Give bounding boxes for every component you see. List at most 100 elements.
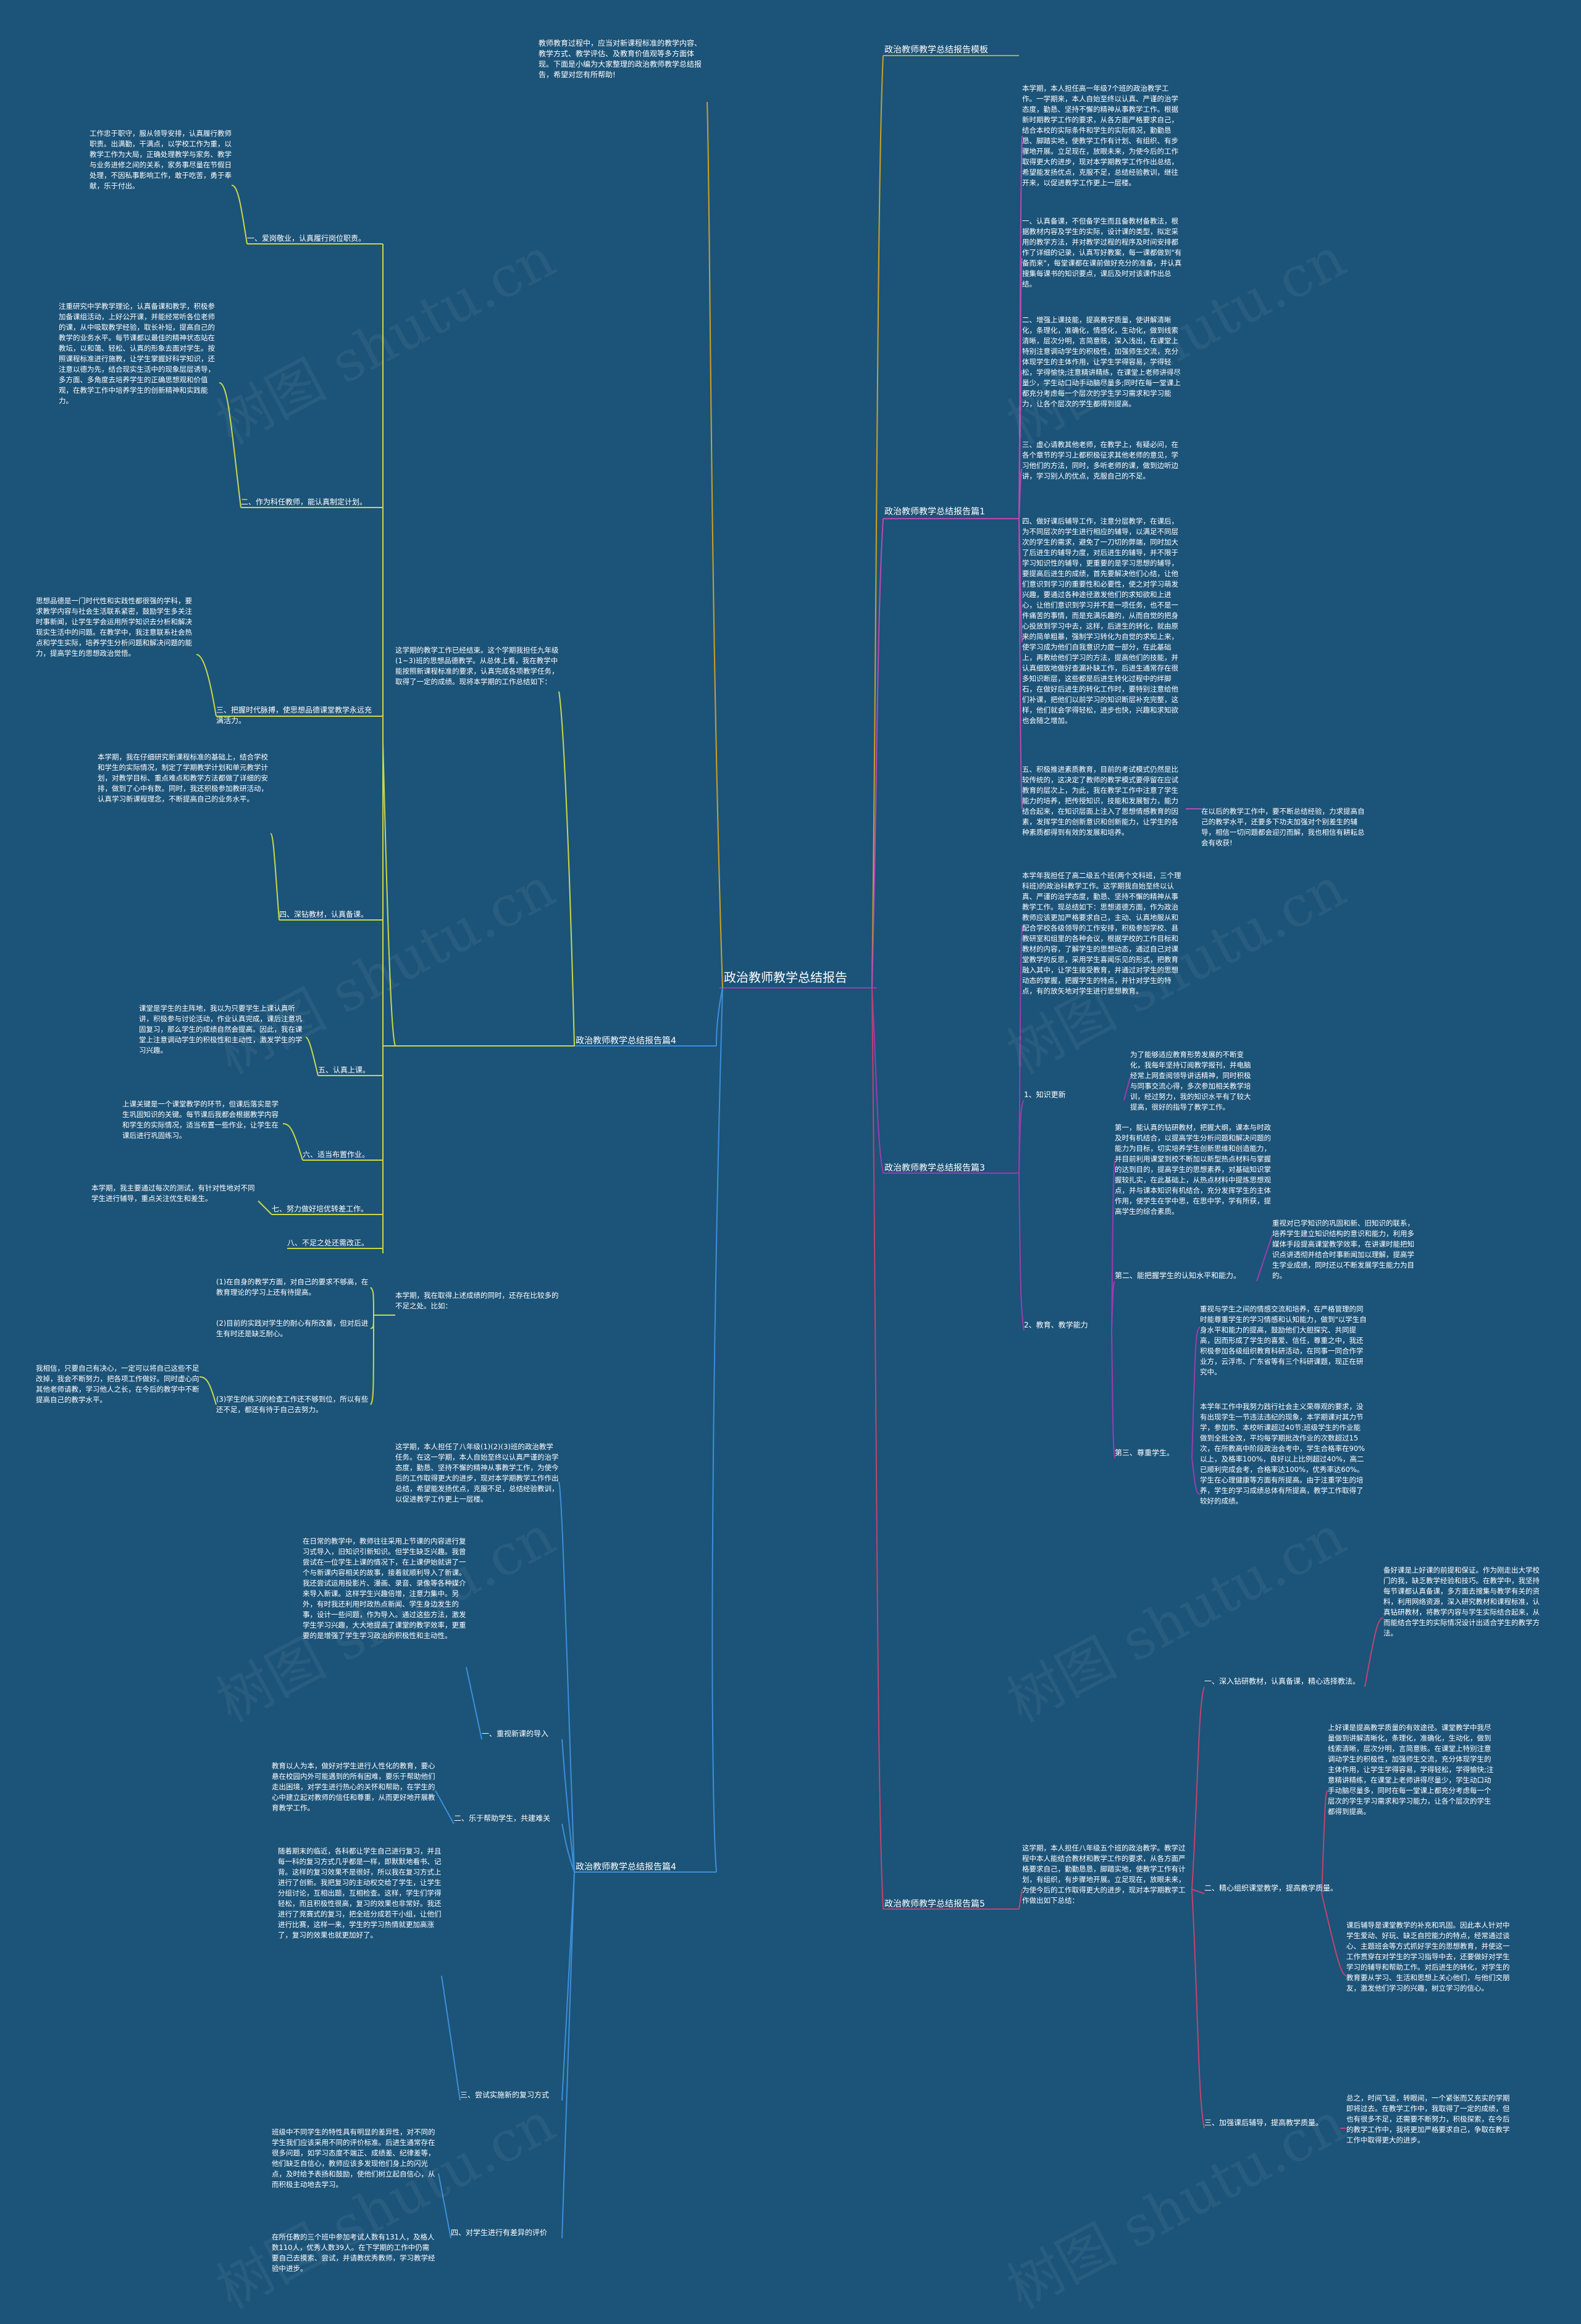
part5-item-3-text: 总之，时间飞逝，转眼间，一个紧张而又充实的学期即将过去。在教学工作中，我取得了一… [1346, 2094, 1510, 2144]
part5-item-1-text: 备好课是上好课的前提和保证。作为刚走出大学校门的我，缺乏教学经验和技巧。在教学中… [1383, 1566, 1540, 1637]
link-sc1 [370, 1287, 374, 1316]
left-item-1-text: 工作忠于职守，服从领导安排，认真履行教师职责。出满勤，干满点，以学校工作为重，以… [90, 129, 232, 190]
part3-ability-sub-2-text: 重视与学生之间的情感交流和培养，在严格管理的同时能尊重学生的学习情感和认知能力，… [1200, 1305, 1367, 1376]
branch-part4[interactable]: 政治教师教学总结报告篇4 [576, 1862, 676, 1872]
left-item-3-text: 思想品德是一门时代性和实践性都很强的学科，要求教学内容与社会生活联系紧密，鼓励学… [36, 596, 192, 658]
part4-item-1[interactable]: 一、重视新课的导入 [482, 1729, 549, 1738]
link-p3-2a [1111, 1281, 1115, 1331]
part3-ability-sub-1[interactable]: 第二、能把握学生的认知水平和能力。 [1115, 1271, 1241, 1280]
left-item-2[interactable]: 二、作为科任教师，能认真制定计划。 [241, 498, 367, 506]
branch-part3[interactable]: 政治教师教学总结报告篇3 [884, 1163, 985, 1173]
part4-item-4[interactable]: 四、对学生进行有差异的评价 [451, 2228, 548, 2237]
link-p1-3 [1018, 469, 1023, 519]
link-p1-2 [1018, 370, 1023, 519]
link-p2-trunk [382, 740, 396, 1047]
left-item-1[interactable]: 一、爱岗敬业，认真履行岗位职责。 [247, 234, 366, 243]
shortcoming-2: (2)目前的实践对学生的耐心有所改善，但对后进生有时还是缺乏耐心。 [216, 1319, 369, 1338]
part3-knowledge[interactable]: 1、知识更新 [1024, 1090, 1066, 1099]
part1-item-3: 三、虚心请教其他老师，在教学上，有疑必问，在各个章节的学习上都积极征求其他老师的… [1022, 440, 1178, 480]
part5-item-1[interactable]: 一、深入钻研教材，认真备课，精心选择教法。 [1204, 1677, 1361, 1686]
link-p4-1 [561, 1739, 575, 1873]
link-p5-3 [1191, 1889, 1205, 2129]
link-p4-3t [441, 1975, 461, 2101]
left-item-4[interactable]: 四、深钻教材，认真备课。 [279, 910, 369, 919]
part4-note: 在所任教的三个班中参加考试人数有131人，及格人数110人，优秀人数39人。在下… [272, 2233, 435, 2273]
branch-part2[interactable]: 政治教师教学总结报告篇4 [576, 1036, 676, 1046]
left-item-7-text: 本学期，我主要通过每次的测试，有针对性地对不同学生进行辅导，重点关注优生和差生。 [91, 1184, 255, 1203]
part4-item-3-text: 随着期末的临近，各科都让学生自己进行复习，并且每一科的复习方式几乎都是一样，即默… [278, 1847, 442, 1939]
link-part2 [716, 987, 723, 1047]
link-p4-1t [466, 1666, 482, 1740]
link-sc3 [370, 1315, 374, 1405]
link-p3-2b [1111, 1330, 1115, 1459]
link-p3-2a-t [1256, 1234, 1273, 1282]
link-p4-4 [561, 1871, 575, 2239]
closing-text: 我相信，只要自己有决心，一定可以将自己这些不足改掉，我会不断努力，把各项工作做好… [36, 1364, 199, 1404]
link-p5-2t [1321, 1790, 1328, 1894]
left-item-7[interactable]: 七、努力做好培优转差工作。 [272, 1205, 369, 1213]
link-l3t [196, 654, 217, 717]
link-p5-t [1018, 1889, 1023, 1910]
link-p3-2c-t [1191, 1458, 1201, 1495]
link-p5-1 [1191, 1686, 1205, 1890]
link-l2t [219, 382, 241, 508]
link-p3-1t [1123, 1077, 1131, 1101]
part1-item-1: 一、认真备课，不但备学生而且备教材备教法，根据教材内容及学生的实际，设计课的类型… [1022, 217, 1182, 288]
link-intro [707, 101, 723, 989]
link-l7t [258, 1200, 272, 1215]
part3-text: 本学年我担任了高二级五个班(两个文科班，三个理科班)的政治科教学工作。这学期我自… [1022, 871, 1181, 995]
link-p4-3 [561, 1871, 575, 2101]
intro-text: 教师教育过程中，应当对新课程标准的教学内容、教学方式、教学评估、及教育价值观等多… [539, 39, 702, 79]
left-item-4-text: 本学期，我在仔细研究新课程标准的基础上，结合学校和学生的实际情况，制定了学期教学… [98, 753, 268, 803]
left-item-2-text: 注重研究中学教学理论，认真备课和教学，积极参加备课组活动，上好公开课，并能经常听… [59, 302, 215, 405]
center-topic[interactable]: 政治教师教学总结报告 [724, 970, 847, 985]
template-text: 本学期，本人担任高一年级7个班的政治教学工作。一学期来，本人自始至终以认真、严谨… [1022, 84, 1178, 187]
branch-part1[interactable]: 政治教师教学总结报告篇1 [884, 507, 985, 517]
part3-knowledge-text: 为了能够适应教育形势发展的不断变化，我每年坚持订阅教学报刊，并电脑经常上网查阅领… [1130, 1050, 1251, 1111]
link-p1-5 [1018, 518, 1023, 809]
link-p3-1 [1018, 1100, 1025, 1174]
part4-item-2[interactable]: 二、乐于帮助学生，共建难关 [454, 1814, 551, 1823]
part3-ability-sub-3-text: 本学年工作中我努力践行社会主义荣辱观的要求，没有出现学生一节违法违纪的现象，本学… [1200, 1402, 1365, 1505]
part4-item-1-text: 在日常的教学中，教师往往采用上节课的内容进行复习式导入，旧知识引新知识。但学生缺… [303, 1537, 466, 1640]
part1-note: 在以后的教学工作中，要不断总结经验，力求提高自己的教学水平，还要多下功夫加强对个… [1201, 807, 1365, 847]
part5-item-2[interactable]: 二、精心组织课堂教学，提高教学质量。 [1204, 1884, 1338, 1892]
link-l5t [305, 1037, 319, 1076]
link-l1t [231, 185, 248, 245]
left-item-3[interactable]: 三、把握时代脉搏，使思想品德课堂教学永远充满活力。 [216, 706, 372, 725]
part5-item-3[interactable]: 三、加强课后辅导，提高教学质量。 [1204, 2118, 1323, 2127]
link-template [871, 55, 884, 989]
link-l4t [270, 833, 280, 921]
link-p5-2bt [1321, 1893, 1347, 1976]
part3-ability-sub-1-text: 重视对已学知识的巩固和新、旧知识的联系，培养学生建立知识结构的意识和能力，利用多… [1272, 1219, 1414, 1280]
link-l6t [282, 1123, 303, 1161]
link-closing [199, 1376, 217, 1405]
branch-template[interactable]: 政治教师教学总结报告模板 [884, 45, 988, 55]
part3-ability[interactable]: 2、教育、教学能力 [1024, 1321, 1088, 1329]
link-part3 [871, 987, 884, 1174]
shortcoming-3: (3)学生的练习的检查工作还不够到位，所以有些还不足，都还有待于自己去努力。 [216, 1395, 369, 1414]
left-item-6-text: 上课关键是一个课堂教学的环节，但课后落实是学生巩固知识的关键。每节课后我都会根据… [122, 1100, 279, 1140]
link-p2-t [558, 691, 575, 1047]
part5-item-2b-text: 课后辅导是课堂教学的补充和巩固。因此本人针对中学生爱动、好玩、缺乏自控能力的特点… [1346, 1921, 1510, 1992]
link-p3-2 [1018, 1172, 1025, 1331]
branch-part5[interactable]: 政治教师教学总结报告篇5 [884, 1899, 985, 1909]
left-item-5-text: 课堂是学生的主阵地，我以为只要学生上课认真听讲，积极参与讨论活动，作业认真完成，… [139, 1004, 303, 1055]
link-p5-1t [1364, 1617, 1384, 1687]
left-item-6[interactable]: 六、适当布置作业。 [303, 1150, 370, 1159]
link-part4 [711, 987, 723, 1873]
link-p3-t [1018, 926, 1023, 1174]
link-p5-2 [1191, 1889, 1205, 1894]
part4-item-2-text: 教育以人为本，做好对学生进行人性化的教育，要心悬在校园内外可能遇到的所有困难，要… [272, 1762, 435, 1812]
left-item-5[interactable]: 五、认真上课。 [318, 1066, 371, 1074]
part3-ability-sub-2[interactable]: 第三、尊重学生。 [1115, 1448, 1175, 1457]
shortcomings-intro: 本学期，我在取得上述成绩的同时，还存在比较多的不足之处。比如： [395, 1291, 559, 1310]
part4-item-3[interactable]: 三、尝试实施新的复习方式 [460, 2091, 550, 2099]
part4-text: 这学期，本人担任了八年级(1)(2)(3)班的政治教学任务。在这一学期，本人自始… [395, 1442, 559, 1503]
link-part5 [871, 987, 884, 1910]
left-item-8[interactable]: 八、不足之处还需改正。 [287, 1239, 369, 1247]
shortcoming-1: (1)在自身的教学方面，对自己的要求不够高，在教育理论的学习上还有待提高。 [216, 1277, 369, 1297]
link-p4-2 [561, 1823, 575, 1873]
